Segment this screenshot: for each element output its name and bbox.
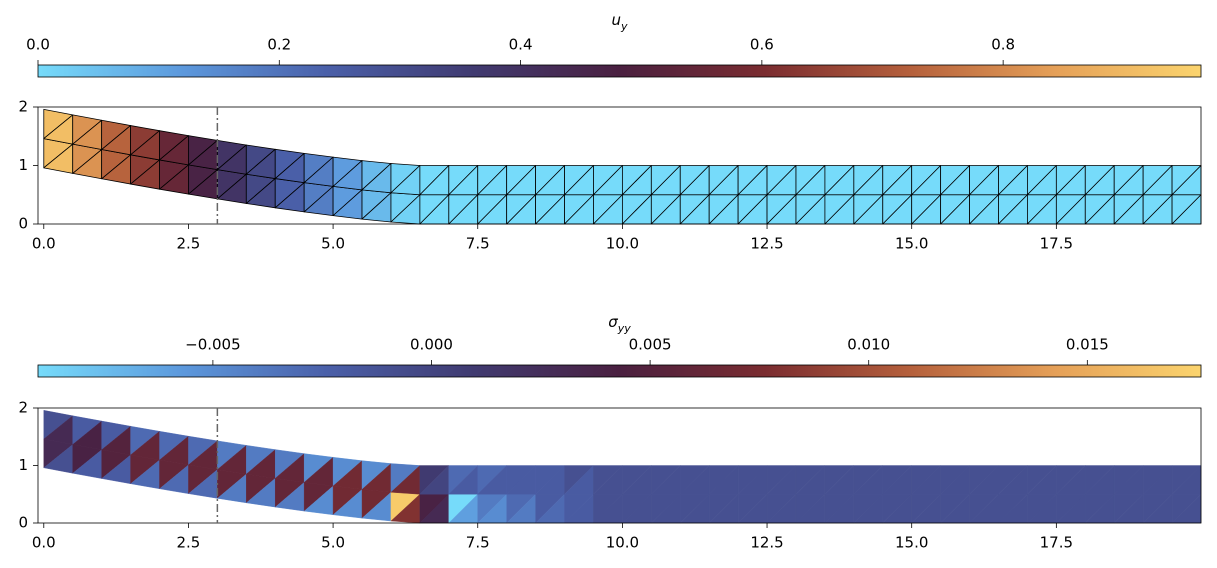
colorbar-tick-label: 0.0 [26, 36, 50, 54]
colorbar-tick-label: 0.005 [629, 336, 672, 354]
colorbar-tick-label: 0.4 [509, 36, 533, 54]
colorbar-tick-label: 0.2 [267, 36, 291, 54]
colorbar-tick-label: −0.005 [185, 336, 241, 354]
y-tick-label: 1 [18, 156, 28, 174]
mesh [43, 410, 1202, 524]
label-base: σ [608, 313, 618, 331]
colorbar [37, 364, 1202, 378]
y-tick-label: 2 [18, 98, 28, 116]
x-tick-label: 2.5 [177, 235, 201, 253]
y-tick-label: 0 [18, 215, 28, 233]
x-tick-label: 2.5 [177, 534, 201, 552]
colorbar-label: uy [611, 11, 628, 33]
colorbar-tick-label: 0.010 [847, 336, 890, 354]
x-tick-label: 12.5 [750, 534, 783, 552]
x-tick-label: 10.0 [606, 235, 639, 253]
x-tick-label: 10.0 [606, 534, 639, 552]
colorbar-tick-label: 0.8 [991, 36, 1015, 54]
y-tick-label: 2 [18, 399, 28, 417]
colorbar-tick-label: 0.000 [410, 336, 453, 354]
label-sub: y [620, 20, 628, 33]
x-tick-label: 7.5 [466, 534, 490, 552]
colorbar-label: σyy [608, 313, 631, 335]
x-tick-label: 12.5 [750, 235, 783, 253]
x-tick-label: 7.5 [466, 235, 490, 253]
x-tick-label: 5.0 [321, 235, 345, 253]
label-sub: yy [617, 322, 632, 335]
x-tick-label: 0.0 [32, 235, 56, 253]
x-tick-label: 17.5 [1040, 235, 1073, 253]
colorbar-tick-label: 0.6 [750, 36, 774, 54]
y-tick-label: 1 [18, 456, 28, 474]
x-tick-label: 5.0 [321, 534, 345, 552]
mesh [43, 108, 1202, 225]
x-tick-label: 0.0 [32, 534, 56, 552]
y-tick-label: 0 [18, 514, 28, 532]
colorbar [37, 64, 1202, 78]
x-tick-label: 15.0 [895, 534, 928, 552]
colorbar-tick-label: 0.015 [1066, 336, 1109, 354]
label-base: u [611, 11, 621, 29]
x-tick-label: 17.5 [1040, 534, 1073, 552]
x-tick-label: 15.0 [895, 235, 928, 253]
